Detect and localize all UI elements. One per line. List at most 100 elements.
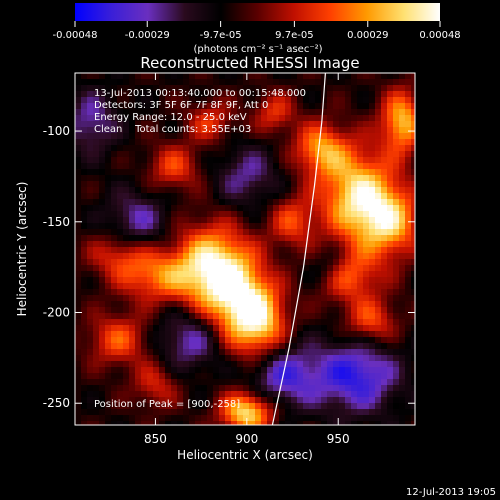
- heatmap-cell: [165, 253, 172, 260]
- heatmap-cell: [141, 151, 148, 158]
- heatmap-cell: [297, 325, 304, 332]
- heatmap-cell: [381, 205, 388, 212]
- heatmap-cell: [225, 295, 232, 302]
- heatmap-cell: [375, 73, 382, 80]
- heatmap-cell: [381, 361, 388, 368]
- heatmap-cell: [387, 241, 394, 248]
- heatmap-cell: [327, 175, 334, 182]
- heatmap-cell: [105, 211, 112, 218]
- heatmap-cell: [165, 295, 172, 302]
- heatmap-cell: [327, 79, 334, 86]
- heatmap-cell: [213, 307, 220, 314]
- heatmap-cell: [405, 205, 412, 212]
- heatmap-cell: [399, 319, 406, 326]
- heatmap-cell: [405, 247, 412, 254]
- heatmap-cell: [189, 85, 196, 92]
- heatmap-cell: [363, 409, 370, 416]
- heatmap-cell: [165, 415, 172, 422]
- heatmap-cell: [171, 313, 178, 320]
- heatmap-cell: [87, 265, 94, 272]
- heatmap-cell: [339, 409, 346, 416]
- heatmap-cell: [303, 193, 310, 200]
- heatmap-cell: [411, 193, 415, 200]
- heatmap-cell: [171, 169, 178, 176]
- heatmap-cell: [141, 133, 148, 140]
- heatmap-cell: [147, 409, 154, 416]
- heatmap-cell: [273, 397, 280, 404]
- heatmap-cell: [399, 397, 406, 404]
- heatmap-cell: [123, 343, 130, 350]
- heatmap-cell: [237, 289, 244, 296]
- heatmap-cell: [315, 85, 322, 92]
- heatmap-cell: [105, 253, 112, 260]
- heatmap-cell: [135, 79, 142, 86]
- heatmap-cell: [171, 307, 178, 314]
- heatmap-cell: [201, 271, 208, 278]
- heatmap-cell: [351, 109, 358, 116]
- heatmap-cell: [129, 421, 136, 425]
- heatmap-cell: [255, 253, 262, 260]
- heatmap-cell: [117, 289, 124, 296]
- heatmap-cell: [303, 169, 310, 176]
- heatmap-cell: [129, 313, 136, 320]
- heatmap-cell: [183, 331, 190, 338]
- heatmap-cell: [267, 355, 274, 362]
- heatmap-cell: [285, 205, 292, 212]
- heatmap-cell: [321, 331, 328, 338]
- heatmap-cell: [93, 331, 100, 338]
- heatmap-cell: [177, 289, 184, 296]
- heatmap-cell: [123, 283, 130, 290]
- heatmap-cell: [369, 421, 376, 425]
- heatmap-cell: [201, 241, 208, 248]
- heatmap-cell: [129, 223, 136, 230]
- heatmap-cell: [135, 139, 142, 146]
- heatmap-cell: [105, 175, 112, 182]
- heatmap-cell: [381, 91, 388, 98]
- heatmap-cell: [411, 133, 415, 140]
- heatmap-cell: [147, 121, 154, 128]
- heatmap-cell: [267, 337, 274, 344]
- heatmap-cell: [405, 253, 412, 260]
- heatmap-cell: [273, 199, 280, 206]
- heatmap-cell: [345, 235, 352, 242]
- heatmap-cell: [99, 181, 106, 188]
- heatmap-cell: [291, 415, 298, 422]
- heatmap-cell: [261, 139, 268, 146]
- heatmap-cell: [255, 241, 262, 248]
- heatmap-cell: [399, 181, 406, 188]
- heatmap-cell: [237, 157, 244, 164]
- heatmap-cell: [147, 247, 154, 254]
- heatmap-cell: [249, 331, 256, 338]
- heatmap-cell: [213, 97, 220, 104]
- heatmap-cell: [357, 355, 364, 362]
- heatmap-cell: [327, 241, 334, 248]
- heatmap-cell: [147, 241, 154, 248]
- heatmap-cell: [135, 91, 142, 98]
- heatmap-cell: [399, 325, 406, 332]
- heatmap-cell: [309, 409, 316, 416]
- heatmap-cell: [117, 139, 124, 146]
- heatmap-cell: [345, 121, 352, 128]
- heatmap-cell: [243, 295, 250, 302]
- heatmap-cell: [363, 181, 370, 188]
- heatmap-cell: [165, 211, 172, 218]
- heatmap-cell: [357, 421, 364, 425]
- heatmap-cell: [315, 133, 322, 140]
- heatmap-cell: [393, 259, 400, 266]
- heatmap-cell: [183, 121, 190, 128]
- heatmap-cell: [195, 199, 202, 206]
- heatmap-cell: [381, 319, 388, 326]
- heatmap-cell: [207, 121, 214, 128]
- heatmap-cell: [93, 121, 100, 128]
- heatmap-cell: [339, 307, 346, 314]
- heatmap-cell: [393, 403, 400, 410]
- heatmap-cell: [165, 337, 172, 344]
- heatmap-cell: [189, 331, 196, 338]
- heatmap-cell: [225, 343, 232, 350]
- heatmap-cell: [273, 361, 280, 368]
- heatmap-cell: [393, 211, 400, 218]
- heatmap-cell: [225, 97, 232, 104]
- heatmap-cell: [411, 85, 415, 92]
- colorbar-tick-label: 0.00048: [419, 30, 460, 41]
- heatmap-cell: [315, 199, 322, 206]
